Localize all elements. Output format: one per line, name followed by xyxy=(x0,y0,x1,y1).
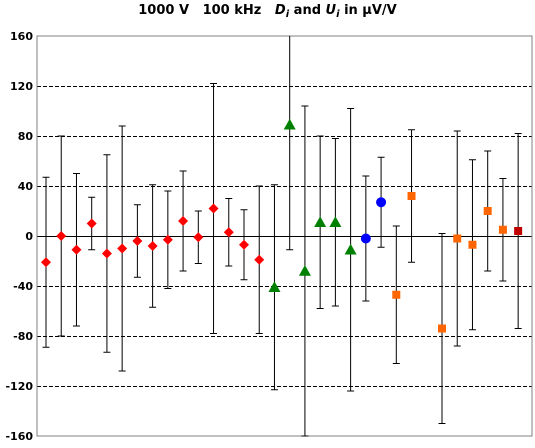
title-u-subscript: i xyxy=(336,9,340,20)
data-point-square xyxy=(483,207,492,215)
y-tick-label: 40 xyxy=(18,180,34,193)
chart-title: 1000 V 100 kHz Di and Ui in μV/V xyxy=(0,3,535,20)
title-d-symbol: D xyxy=(274,3,286,18)
data-point-diamond xyxy=(193,232,204,243)
data-point-diamond xyxy=(162,234,173,245)
data-point-diamond xyxy=(254,254,265,265)
data-point-square xyxy=(438,324,446,333)
data-point-square xyxy=(468,240,477,249)
y-tick-label: -40 xyxy=(13,280,33,293)
data-point-triangle xyxy=(283,118,296,130)
data-point-diamond xyxy=(86,218,97,229)
grid-layer xyxy=(37,86,532,387)
y-tick-label: 120 xyxy=(10,80,33,93)
title-tail: in μV/V xyxy=(339,3,397,18)
data-point-diamond xyxy=(71,244,82,255)
data-point-square xyxy=(498,225,507,234)
data-point-triangle xyxy=(314,216,327,228)
data-point-triangle xyxy=(298,265,311,276)
plot-area-border xyxy=(36,35,533,437)
y-tick-labels: -160 -120 -80 -40 0 40 80 120 160 xyxy=(5,30,33,443)
data-point-diamond xyxy=(223,227,234,238)
data-markers xyxy=(41,118,523,333)
data-point-diamond xyxy=(147,241,158,251)
title-mid: and xyxy=(289,3,326,18)
data-point-square xyxy=(514,227,523,235)
data-point-diamond xyxy=(132,236,143,246)
data-point-triangle xyxy=(329,216,342,228)
title-u-symbol: U xyxy=(325,3,337,18)
y-tick-label: -160 xyxy=(5,430,33,443)
data-point-diamond xyxy=(208,203,219,214)
y-tick-label: 80 xyxy=(18,130,34,143)
data-point-diamond xyxy=(41,257,51,268)
data-point-diamond xyxy=(117,243,128,254)
data-point-square xyxy=(407,192,416,200)
y-tick-label: -120 xyxy=(5,380,33,393)
data-point-diamond xyxy=(178,216,189,226)
title-d-subscript: i xyxy=(285,9,290,20)
data-point-square xyxy=(453,234,462,243)
y-tick-label: 160 xyxy=(10,30,33,43)
data-point-diamond xyxy=(101,248,112,259)
data-point-square xyxy=(392,290,401,299)
y-tick-label: 0 xyxy=(25,230,33,243)
data-point-triangle xyxy=(344,243,357,255)
data-point-circle xyxy=(360,233,371,244)
y-tick-label: -80 xyxy=(13,330,33,343)
data-point-diamond xyxy=(239,239,249,250)
data-point-triangle xyxy=(268,281,281,293)
title-part1: 1000 V 100 kHz xyxy=(138,3,275,18)
data-point-diamond xyxy=(56,231,67,241)
data-point-circle xyxy=(376,197,387,208)
